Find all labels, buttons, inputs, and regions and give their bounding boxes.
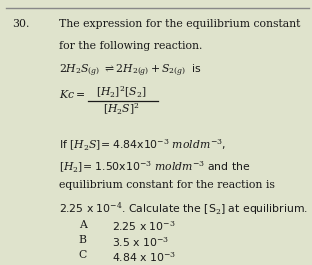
Text: equilibrium constant for the reaction is: equilibrium constant for the reaction is — [59, 180, 275, 190]
Text: B: B — [79, 235, 87, 245]
Text: The expression for the equilibrium constant: The expression for the equilibrium const… — [59, 19, 300, 29]
Text: 2.25 x 10$^{-3}$: 2.25 x 10$^{-3}$ — [112, 220, 176, 233]
Text: C: C — [79, 250, 87, 260]
Text: 30.: 30. — [12, 19, 30, 29]
Text: $Kc=$: $Kc=$ — [59, 89, 85, 100]
Text: $2H_2S_{(g)}\ \rightleftharpoons 2H_{2(g)}+S_{2(g)}$  is: $2H_2S_{(g)}\ \rightleftharpoons 2H_{2(g… — [59, 63, 202, 79]
Text: A: A — [79, 220, 87, 229]
Text: for the following reaction.: for the following reaction. — [59, 41, 202, 51]
Text: $[H_2]^2[S_2]$: $[H_2]^2[S_2]$ — [96, 84, 146, 100]
Text: 3.5 x 10$^{-3}$: 3.5 x 10$^{-3}$ — [112, 235, 169, 249]
Text: $[H_2S]^2$: $[H_2S]^2$ — [103, 102, 140, 117]
Text: 2.25 x 10$^{-4}$. Calculate the [S$_2$] at equilibrium.: 2.25 x 10$^{-4}$. Calculate the [S$_2$] … — [59, 200, 308, 217]
Text: $[H_2]$= 1.50x10$^{-3}$ $moldm^{-3}$ and the: $[H_2]$= 1.50x10$^{-3}$ $moldm^{-3}$ and… — [59, 159, 251, 175]
Text: If $[H_2S]$= 4.84x10$^{-3}$ $moldm^{-3}$,: If $[H_2S]$= 4.84x10$^{-3}$ $moldm^{-3}$… — [59, 138, 226, 153]
Text: 4.84 x 10$^{-3}$: 4.84 x 10$^{-3}$ — [112, 250, 176, 264]
